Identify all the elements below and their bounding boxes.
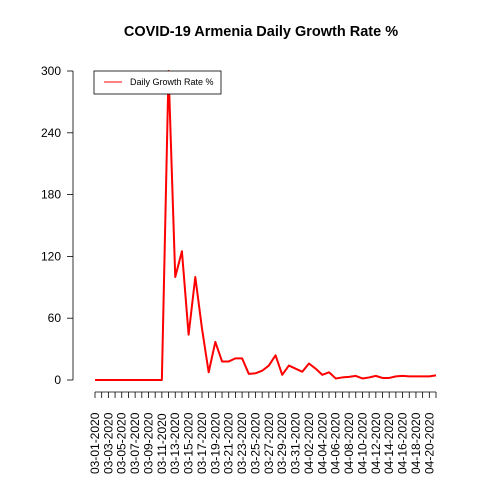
- x-tick-label: 03-19-2020: [208, 412, 222, 474]
- x-tick-label: 03-03-2020: [101, 412, 115, 474]
- y-tick-label: 180: [41, 188, 61, 202]
- x-tick-label: 04-16-2020: [396, 412, 410, 474]
- x-tick-label: 03-23-2020: [235, 412, 249, 474]
- x-tick-label: 04-10-2020: [355, 412, 369, 474]
- legend-box: [93, 70, 222, 95]
- y-axis: 0 60 120 180 240 300: [41, 64, 74, 387]
- legend: Daily Growth Rate %: [93, 70, 222, 95]
- x-tick-label: 03-21-2020: [222, 412, 236, 474]
- y-tick-label: 120: [41, 249, 61, 263]
- x-tick-label: 03-05-2020: [115, 412, 129, 474]
- x-tick-label: 04-20-2020: [422, 412, 436, 474]
- x-axis: 03-01-2020 03-03-2020 03-05-2020 03-07-2020…: [88, 391, 437, 474]
- x-tick-label: 03-01-2020: [88, 412, 102, 474]
- x-tick-label: 04-06-2020: [329, 412, 343, 474]
- x-tick-label: 03-07-2020: [128, 412, 142, 474]
- x-tick-label: 03-27-2020: [262, 412, 276, 474]
- x-tick-label: 04-08-2020: [342, 412, 356, 474]
- chart-title: COVID-19 Armenia Daily Growth Rate %: [124, 24, 398, 40]
- x-tick-label: 03-29-2020: [275, 412, 289, 474]
- x-tick-label: 03-09-2020: [141, 412, 155, 474]
- x-tick-label: 03-11-2020: [155, 413, 169, 474]
- x-tick-label: 03-25-2020: [248, 412, 262, 474]
- x-tick-label: 04-04-2020: [315, 412, 329, 474]
- legend-label: Daily Growth Rate %: [130, 77, 214, 87]
- y-tick-label: 0: [54, 373, 61, 387]
- x-tick-label: 03-31-2020: [289, 412, 303, 474]
- x-tick-label: 04-14-2020: [382, 412, 396, 474]
- series-line: [95, 70, 437, 381]
- x-tick-label: 03-13-2020: [168, 412, 182, 474]
- y-tick-label: 60: [48, 311, 62, 325]
- x-tick-label: 03-17-2020: [195, 412, 209, 474]
- y-tick-label: 300: [41, 64, 61, 78]
- x-tick-label: 04-12-2020: [369, 412, 383, 474]
- y-tick-label: 240: [41, 126, 61, 140]
- x-tick-label: 03-15-2020: [182, 412, 196, 474]
- plot-area: [95, 70, 437, 381]
- x-tick-label: 04-18-2020: [409, 412, 423, 474]
- x-tick-label: 04-02-2020: [302, 412, 316, 474]
